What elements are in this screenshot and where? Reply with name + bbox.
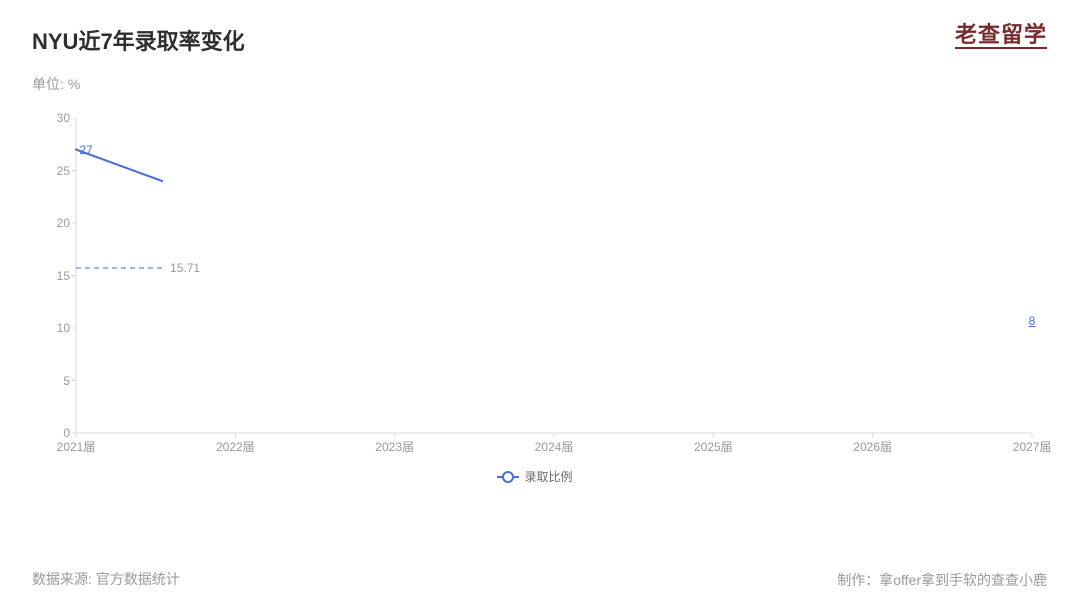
y-tick-label: 25 [57, 164, 70, 178]
footer: 数据来源: 官方数据统计 制作：拿offer拿到手软的查查小鹿 [32, 569, 1047, 590]
chart-title: NYU近7年录取率变化 [32, 24, 245, 56]
y-tick-label: 20 [57, 216, 70, 230]
chart-plot-area: 录取比例 0510152025302021届2022届2023届2024届202… [32, 118, 1037, 478]
y-tick-label: 5 [63, 374, 70, 388]
y-tick-label: 10 [57, 321, 70, 335]
x-tick-label: 2023届 [375, 438, 414, 455]
legend-label: 录取比例 [524, 468, 572, 485]
data-point-label: 8 [1029, 314, 1036, 328]
x-tick-label: 2026届 [853, 438, 892, 455]
x-tick-label: 2024届 [535, 438, 574, 455]
chart-container: NYU近7年录取率变化 老查留学 单位: % 录取比例 051015202530… [0, 0, 1079, 608]
x-tick-label: 2025届 [694, 438, 733, 455]
mean-value-label: 15.71 [170, 261, 200, 275]
data-source-label: 数据来源: 官方数据统计 [32, 569, 180, 590]
y-tick-label: 15 [57, 269, 70, 283]
y-axis-unit-label: 单位: % [32, 74, 1047, 94]
legend-marker-icon [496, 472, 518, 482]
credit-label: 制作：拿offer拿到手软的查查小鹿 [837, 570, 1047, 590]
x-tick-label: 2027届 [1013, 438, 1052, 455]
y-tick-label: 30 [57, 111, 70, 125]
brand-logo: 老查留学 [955, 24, 1047, 49]
x-tick-label: 2021届 [57, 438, 96, 455]
chart-svg [32, 118, 1037, 458]
legend: 录取比例 [496, 468, 572, 485]
x-tick-label: 2022届 [216, 438, 255, 455]
header: NYU近7年录取率变化 老查留学 [32, 24, 1047, 56]
data-point-label: 27 [79, 143, 92, 157]
